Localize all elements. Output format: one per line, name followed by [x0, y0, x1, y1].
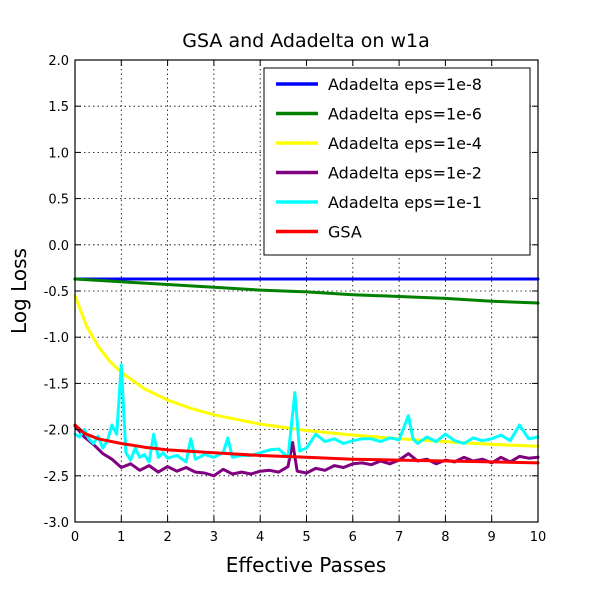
y-tick-label: -1.5 [44, 377, 69, 392]
y-tick-label: 2.0 [48, 54, 69, 69]
legend-label-3: Adadelta eps=1e-2 [328, 164, 482, 183]
legend: Adadelta eps=1e-8 Adadelta eps=1e-6 Adadel… [263, 67, 531, 256]
y-axis-label: Log Loss [7, 248, 31, 334]
x-tick-label: 2 [163, 530, 171, 545]
series-layer [73, 277, 540, 478]
legend-label-4: Adadelta eps=1e-1 [328, 193, 482, 212]
series-line-4 [73, 363, 540, 464]
y-tick-label: 0.5 [48, 193, 69, 208]
y-axis-ticks: -3.0 -2.5 -2.0 -1.5 -1.0 -0.5 0.0 0.5 1.0 1.5 2.0 [44, 54, 538, 531]
x-axis-label: Effective Passes [226, 553, 387, 577]
x-tick-label: 5 [302, 530, 310, 545]
x-tick-label: 10 [530, 530, 547, 545]
y-tick-label: -2.0 [44, 424, 69, 439]
series-line-1 [73, 277, 540, 305]
y-tick-label: -1.0 [44, 331, 69, 346]
y-tick-label: 0.0 [48, 239, 69, 254]
y-tick-label: 1.0 [48, 146, 69, 161]
x-tick-label: 9 [488, 530, 496, 545]
x-tick-label: 6 [349, 530, 357, 545]
y-tick-label: -0.5 [44, 285, 69, 300]
x-tick-label: 3 [210, 530, 218, 545]
x-tick-label: 4 [256, 530, 264, 545]
x-tick-label: 1 [117, 530, 125, 545]
legend-label-0: Adadelta eps=1e-8 [328, 75, 482, 94]
series-line-3 [73, 424, 540, 478]
x-tick-label: 8 [441, 530, 449, 545]
legend-items: Adadelta eps=1e-8 Adadelta eps=1e-6 Adadel… [276, 75, 482, 242]
y-tick-label: -3.0 [44, 516, 69, 531]
x-tick-label: 7 [395, 530, 403, 545]
series-line-5 [73, 423, 540, 465]
x-axis-ticks: 0 1 2 3 4 5 6 7 8 9 10 [71, 60, 546, 545]
legend-label-5: GSA [328, 223, 362, 242]
y-tick-label: -2.5 [44, 470, 69, 485]
legend-label-1: Adadelta eps=1e-6 [328, 105, 482, 124]
y-tick-label: 1.5 [48, 100, 69, 115]
x-tick-label: 0 [71, 530, 79, 545]
chart-title: GSA and Adadelta on w1a [182, 30, 429, 52]
legend-box [263, 67, 531, 256]
legend-label-2: Adadelta eps=1e-4 [328, 134, 482, 153]
